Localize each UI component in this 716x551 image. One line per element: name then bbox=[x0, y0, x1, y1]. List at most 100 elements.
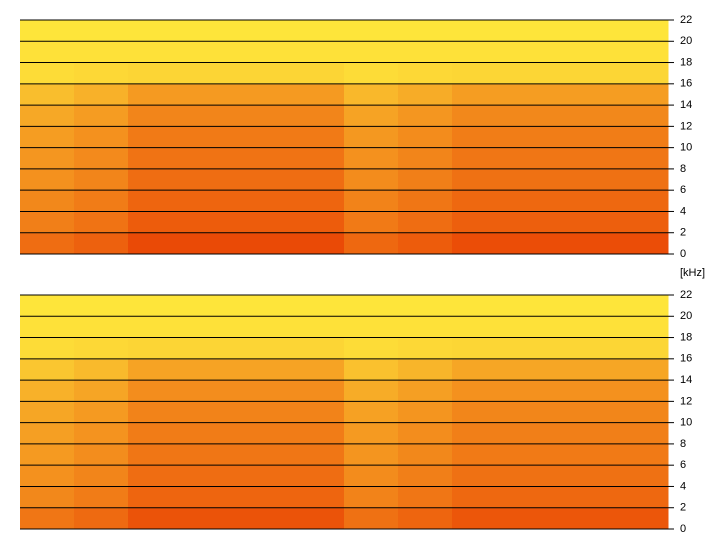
spectrogram-cell bbox=[182, 190, 237, 212]
spectrogram-cell bbox=[398, 358, 453, 381]
spectrogram-cell bbox=[344, 465, 399, 487]
spectrogram-cell bbox=[20, 190, 75, 212]
spectrogram-cell bbox=[452, 337, 507, 360]
y-tick-label: 4 bbox=[680, 480, 686, 492]
spectrogram-cell bbox=[128, 62, 183, 85]
spectrogram-cell bbox=[20, 62, 75, 85]
spectrogram-cell bbox=[128, 486, 183, 509]
spectrogram-cell bbox=[398, 337, 453, 360]
spectrogram-cell bbox=[614, 168, 669, 191]
spectrogram-cell bbox=[74, 316, 129, 339]
spectrogram-cell bbox=[452, 380, 507, 402]
spectrogram-cell bbox=[344, 486, 399, 509]
spectrogram-cell bbox=[236, 443, 291, 466]
spectrogram-cell bbox=[344, 422, 399, 445]
spectrogram-cell bbox=[20, 380, 75, 402]
spectrogram-cell bbox=[182, 507, 237, 530]
spectrogram-cell bbox=[290, 337, 345, 360]
spectrogram-cell bbox=[560, 83, 615, 106]
spectrogram-cell bbox=[236, 20, 291, 42]
y-tick-label: 10 bbox=[680, 417, 692, 429]
spectrogram-cell bbox=[398, 83, 453, 106]
y-tick-label: 0 bbox=[680, 523, 686, 535]
spectrogram-cell bbox=[506, 105, 561, 127]
spectrogram-cell bbox=[74, 232, 129, 255]
spectrogram-cell bbox=[452, 211, 507, 234]
spectrogram-cell bbox=[506, 168, 561, 191]
spectrogram-cell bbox=[128, 401, 183, 424]
spectrogram-cell bbox=[344, 147, 399, 170]
spectrogram-cell bbox=[236, 126, 291, 149]
spectrogram-cell bbox=[344, 126, 399, 149]
spectrogram-cell bbox=[344, 443, 399, 466]
spectrogram-cell bbox=[452, 105, 507, 127]
spectrogram-cell bbox=[128, 232, 183, 255]
spectrogram-cell bbox=[20, 211, 75, 234]
spectrogram-cell bbox=[236, 295, 291, 317]
spectrogram-cell bbox=[344, 20, 399, 42]
spectrogram-cell bbox=[74, 211, 129, 234]
spectrogram-cell bbox=[506, 443, 561, 466]
spectrogram-cell bbox=[290, 147, 345, 170]
y-tick-label: 12 bbox=[680, 395, 692, 407]
spectrogram-cell bbox=[182, 126, 237, 149]
spectrogram-cell bbox=[74, 486, 129, 509]
spectrogram-cell bbox=[560, 41, 615, 64]
spectrogram-cell bbox=[20, 295, 75, 317]
spectrogram-cell bbox=[506, 295, 561, 317]
spectrogram-cell bbox=[236, 422, 291, 445]
spectrogram-cell bbox=[290, 422, 345, 445]
spectrogram-cell bbox=[290, 62, 345, 85]
spectrogram-cell bbox=[20, 83, 75, 106]
spectrogram-cell bbox=[290, 168, 345, 191]
spectrogram-cell bbox=[74, 295, 129, 317]
spectrogram-cell bbox=[506, 147, 561, 170]
spectrogram-cell bbox=[452, 358, 507, 381]
spectrogram-cell bbox=[74, 126, 129, 149]
spectrogram-cell bbox=[182, 20, 237, 42]
spectrogram-cell bbox=[74, 337, 129, 360]
spectrogram-cell bbox=[452, 443, 507, 466]
spectrogram-cell bbox=[452, 20, 507, 42]
spectrogram-cell bbox=[74, 443, 129, 466]
spectrogram-cell bbox=[452, 401, 507, 424]
spectrogram-cell bbox=[74, 147, 129, 170]
spectrogram-cell bbox=[452, 190, 507, 212]
spectrogram-cell bbox=[290, 401, 345, 424]
spectrogram-cell bbox=[74, 507, 129, 530]
spectrogram-cell bbox=[452, 465, 507, 487]
spectrogram-cell bbox=[182, 337, 237, 360]
spectrogram-cell bbox=[128, 443, 183, 466]
spectrogram-cell bbox=[128, 83, 183, 106]
spectrogram-cell bbox=[290, 20, 345, 42]
spectrogram-cell bbox=[614, 507, 669, 530]
spectrogram-cell bbox=[560, 401, 615, 424]
spectrogram-cell bbox=[560, 337, 615, 360]
spectrogram-cell bbox=[236, 41, 291, 64]
spectrogram-cell bbox=[560, 168, 615, 191]
spectrogram-cell bbox=[74, 20, 129, 42]
spectrogram-cell bbox=[74, 168, 129, 191]
spectrogram-cell bbox=[20, 401, 75, 424]
spectrogram-cell bbox=[20, 105, 75, 127]
spectrogram-cell bbox=[290, 443, 345, 466]
y-tick-label: 10 bbox=[680, 142, 692, 154]
spectrogram-cell bbox=[236, 337, 291, 360]
y-tick-label: 8 bbox=[680, 163, 686, 175]
spectrogram-cell bbox=[560, 190, 615, 212]
spectrogram-cell bbox=[20, 443, 75, 466]
spectrogram-cell bbox=[236, 105, 291, 127]
y-tick-label: 22 bbox=[680, 289, 692, 301]
spectrogram-cell bbox=[128, 105, 183, 127]
spectrogram-cell bbox=[344, 190, 399, 212]
spectrogram-cell bbox=[290, 358, 345, 381]
spectrogram-cell bbox=[398, 190, 453, 212]
spectrogram-cell bbox=[74, 105, 129, 127]
spectrogram-cell bbox=[182, 358, 237, 381]
y-tick-label: 18 bbox=[680, 56, 692, 68]
spectrogram-cell bbox=[614, 126, 669, 149]
y-tick-label: 16 bbox=[680, 353, 692, 365]
y-tick-label: 8 bbox=[680, 438, 686, 450]
spectrogram-cell bbox=[452, 83, 507, 106]
spectrogram-cell bbox=[452, 126, 507, 149]
